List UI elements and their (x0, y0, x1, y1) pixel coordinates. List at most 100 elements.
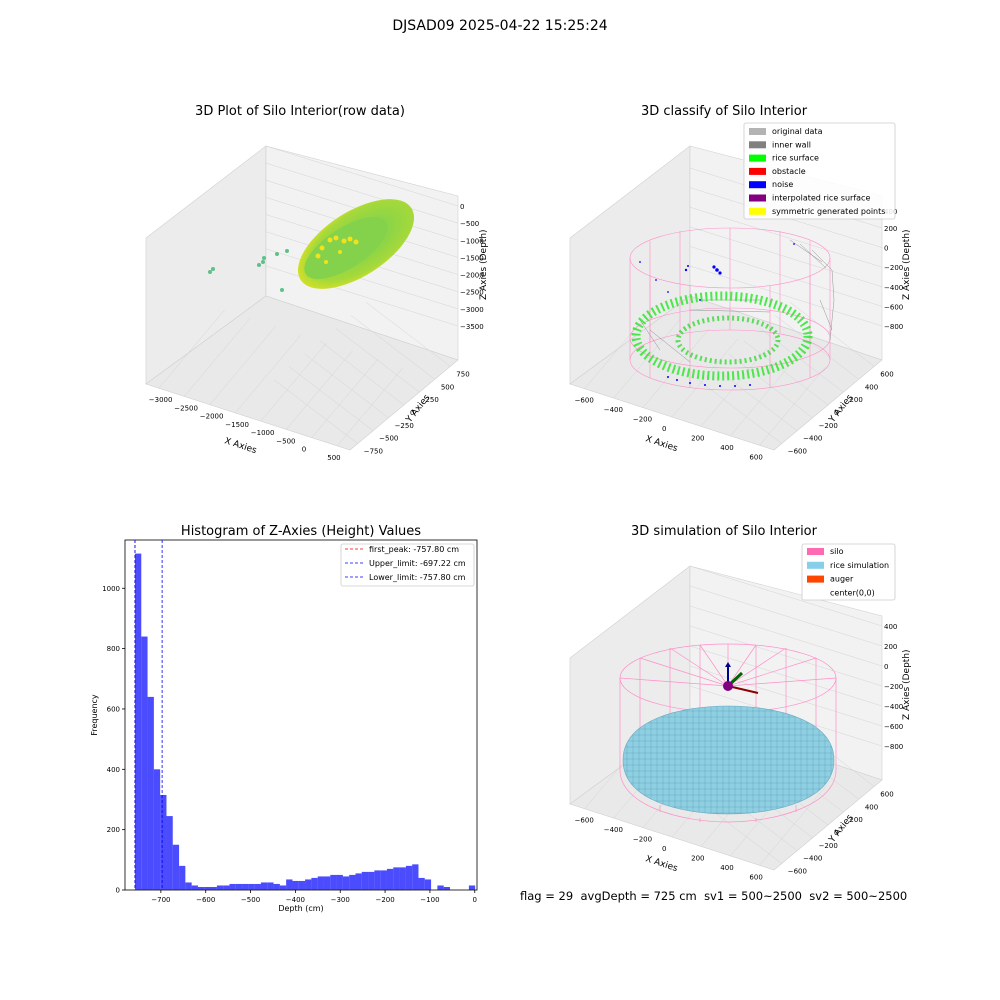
histogram-bar (386, 868, 394, 890)
histogram-bar (330, 874, 337, 890)
raw-x-tick: −1000 (251, 429, 275, 437)
classify-z-tick: −600 (884, 303, 903, 311)
histogram-bar (355, 873, 362, 890)
simulation-z-tick: 200 (884, 643, 897, 651)
histogram-bar (267, 882, 274, 890)
histogram-bar (412, 864, 419, 890)
histogram-bar (147, 696, 154, 890)
histogram-bar (424, 879, 432, 890)
simulation-x-tick: −600 (575, 817, 594, 825)
histogram-legend-label: Lower_limit: -757.80 cm (369, 573, 466, 582)
simulation-z-tick: −800 (884, 743, 903, 751)
raw-z-label: Z Axies (Depth) (479, 229, 489, 300)
raw-y-tick: 500 (441, 383, 454, 391)
histogram-bar (368, 871, 375, 890)
raw-x-label: X Axies (223, 436, 258, 456)
histogram-bar (153, 769, 161, 890)
histogram-x-tick-label: −400 (286, 896, 305, 904)
simulation-legend: silo rice simulation auger center(0,0) (801, 543, 896, 601)
raw-z-tick: −1500 (460, 254, 484, 262)
classify-z-tick: 200 (884, 225, 897, 233)
histogram-bar (179, 865, 186, 890)
legend-swatch (807, 561, 824, 569)
simulation-x-tick: 200 (691, 854, 704, 862)
classify-plot-title: 3D classify of Silo Interior (640, 104, 808, 119)
histogram-bar (418, 877, 425, 890)
legend-swatch (749, 167, 766, 175)
histogram-bar (317, 876, 324, 890)
histogram-y-ticks: 0 200 400 600 800 1000 (102, 585, 125, 895)
raw-plot-title: 3D Plot of Silo Interior(row data) (195, 104, 405, 119)
simulation-z-tick: 0 (884, 663, 888, 671)
raw-y-tick: 0 (410, 409, 414, 417)
histogram-y-label: Frequency (90, 694, 99, 736)
histogram-bar (292, 880, 299, 890)
raw-y-tick: −250 (395, 422, 414, 430)
histogram-bar (248, 883, 255, 890)
legend-label: symmetric generated points (772, 207, 885, 216)
histogram-bar (399, 867, 406, 890)
histogram-bar (204, 886, 211, 890)
simulation-y-tick: 400 (865, 803, 878, 811)
histogram-bar (134, 553, 142, 890)
legend-label: inner wall (772, 140, 811, 149)
classify-z-tick: −800 (884, 323, 903, 331)
classify-z-label: Z Axies (Depth) (902, 229, 912, 300)
classify-z-tick: 0 (884, 245, 888, 253)
classify-3d-plot: 200 0 −200 −400 −600 −800 400 −600 −400 −200 0 200… (569, 122, 912, 461)
raw-x-tick: −1500 (225, 421, 249, 429)
classify-inner-wall-points (639, 239, 835, 363)
histogram-legend-label: first_peak: -757.80 cm (369, 545, 459, 554)
legend-swatch (807, 589, 824, 597)
histogram-x-ticks: −700 −600 −500 −400 −300 −200 −100 0 (151, 890, 477, 904)
raw-z-tick: −3000 (460, 306, 484, 314)
raw-x-tick: 500 (327, 454, 340, 462)
classify-gridlines (584, 167, 883, 446)
simulation-z-tick: −600 (884, 723, 903, 731)
simulation-x-tick: 600 (749, 873, 762, 881)
legend-label: rice simulation (830, 561, 889, 570)
raw-z-ticks: 0 −500 −1000 −1500 −2000 −2500 −3000 −3500 (460, 203, 484, 331)
histogram-bar (286, 879, 293, 890)
raw-z-tick: −3500 (460, 323, 484, 331)
classify-noise-points (639, 243, 795, 387)
sim-z-label: Z Axies (Depth) (902, 649, 912, 720)
simulation-z-tick: 400 (884, 623, 897, 631)
histogram-bar (166, 816, 173, 890)
legend-label: silo (830, 547, 844, 556)
histogram-x-tick-label: 0 (473, 896, 477, 904)
simulation-plot-title: 3D simulation of Silo Interior (631, 524, 817, 539)
legend-swatch (749, 181, 766, 189)
legend-label: center(0,0) (830, 588, 875, 597)
classify-z-ticks: 2000−200−400−600−800400 (884, 208, 903, 331)
classify-rice-surface-inner (675, 315, 781, 365)
histogram-bar (298, 880, 306, 890)
classify-x-tick: 600 (749, 453, 762, 461)
histogram-vlines (134, 540, 163, 890)
raw-3d-plot: 0−500−1000−1500−2000−2500−3000−3500 −300… (145, 145, 489, 462)
classify-x-label: X Axies (644, 434, 679, 454)
classify-y-tick: 200 (849, 396, 862, 404)
classify-y-tick: −200 (819, 422, 838, 430)
classify-x-tick: 200 (691, 434, 704, 442)
raw-x-tick: −3000 (149, 396, 173, 404)
histogram-bar (210, 886, 217, 890)
classify-rice-surface (631, 291, 813, 381)
histogram-bar (311, 877, 318, 890)
legend-label: auger (830, 575, 854, 584)
classify-y-tick: 0 (834, 409, 838, 417)
raw-x-tick: 0 (302, 446, 306, 454)
raw-x-tick: −2500 (174, 404, 198, 412)
histogram-bar (342, 876, 350, 890)
sim-x-label: X Axies (644, 854, 679, 874)
histogram-bar (254, 883, 261, 890)
histogram-title: Histogram of Z-Axies (Height) Values (180, 524, 422, 539)
simulation-x-tick: −400 (604, 826, 623, 834)
sv2-value: sv2 = 500~2500 (809, 889, 908, 903)
histogram-y-tick-label: 600 (107, 705, 120, 713)
